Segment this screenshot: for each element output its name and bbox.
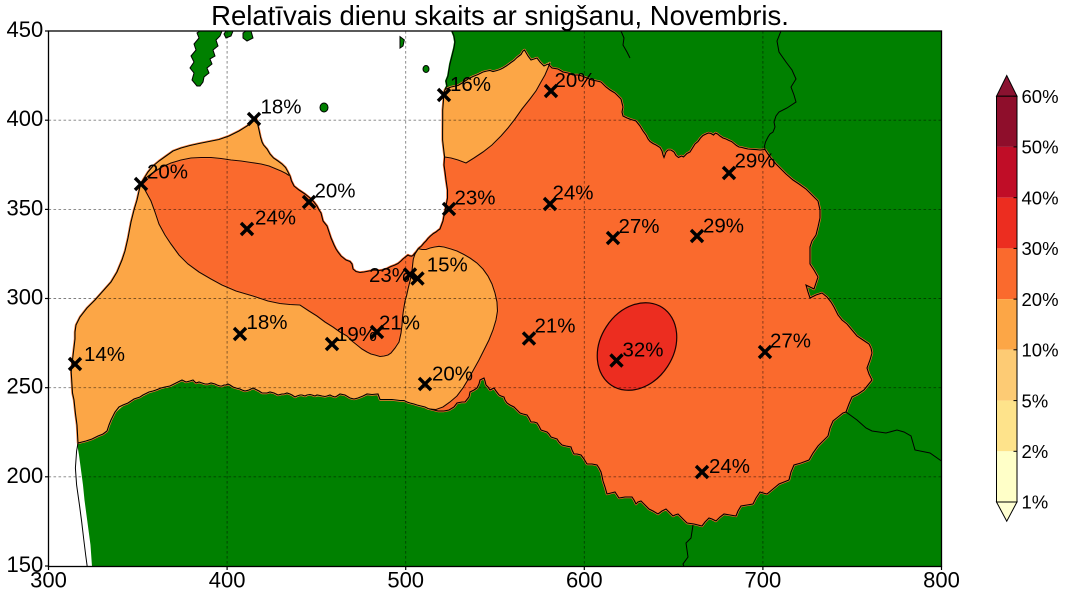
svg-text:600: 600 bbox=[566, 567, 603, 592]
svg-text:300: 300 bbox=[30, 567, 67, 592]
svg-text:18%: 18% bbox=[261, 96, 302, 119]
svg-text:40%: 40% bbox=[1022, 187, 1059, 208]
svg-text:27%: 27% bbox=[619, 215, 660, 238]
svg-text:500: 500 bbox=[387, 567, 424, 592]
svg-text:20%: 20% bbox=[1022, 289, 1059, 310]
svg-text:29%: 29% bbox=[703, 215, 744, 238]
svg-text:16%: 16% bbox=[450, 73, 491, 96]
svg-text:24%: 24% bbox=[709, 455, 750, 478]
svg-text:300: 300 bbox=[6, 285, 43, 310]
svg-text:20%: 20% bbox=[315, 180, 356, 203]
svg-text:24%: 24% bbox=[553, 182, 594, 205]
svg-text:23%: 23% bbox=[455, 187, 496, 210]
svg-text:21%: 21% bbox=[379, 311, 420, 334]
svg-text:21%: 21% bbox=[535, 315, 576, 338]
svg-text:400: 400 bbox=[209, 567, 246, 592]
svg-text:5%: 5% bbox=[1022, 390, 1049, 411]
svg-text:Relatīvais dienu skaits ar sni: Relatīvais dienu skaits ar snigšanu, Nov… bbox=[211, 0, 789, 31]
svg-text:14%: 14% bbox=[84, 343, 125, 366]
svg-text:150: 150 bbox=[6, 552, 43, 577]
svg-text:20%: 20% bbox=[147, 161, 188, 184]
svg-text:10%: 10% bbox=[1022, 340, 1059, 361]
svg-text:350: 350 bbox=[6, 195, 43, 220]
svg-text:20%: 20% bbox=[555, 69, 596, 92]
svg-text:800: 800 bbox=[923, 567, 960, 592]
svg-text:250: 250 bbox=[6, 374, 43, 399]
svg-text:450: 450 bbox=[6, 17, 43, 42]
svg-text:29%: 29% bbox=[735, 150, 776, 173]
svg-text:20%: 20% bbox=[432, 362, 473, 385]
svg-text:23%: 23% bbox=[369, 264, 410, 287]
svg-text:50%: 50% bbox=[1022, 137, 1059, 158]
svg-text:32%: 32% bbox=[623, 339, 664, 362]
svg-text:19%: 19% bbox=[336, 323, 377, 346]
svg-text:60%: 60% bbox=[1022, 86, 1059, 107]
svg-text:30%: 30% bbox=[1022, 238, 1059, 259]
svg-text:18%: 18% bbox=[247, 311, 288, 334]
svg-text:400: 400 bbox=[6, 106, 43, 131]
svg-text:200: 200 bbox=[6, 463, 43, 488]
svg-text:700: 700 bbox=[745, 567, 782, 592]
svg-text:24%: 24% bbox=[255, 207, 296, 230]
svg-text:27%: 27% bbox=[770, 330, 811, 353]
svg-text:2%: 2% bbox=[1022, 441, 1049, 462]
svg-text:15%: 15% bbox=[427, 254, 468, 277]
svg-text:1%: 1% bbox=[1022, 492, 1049, 513]
